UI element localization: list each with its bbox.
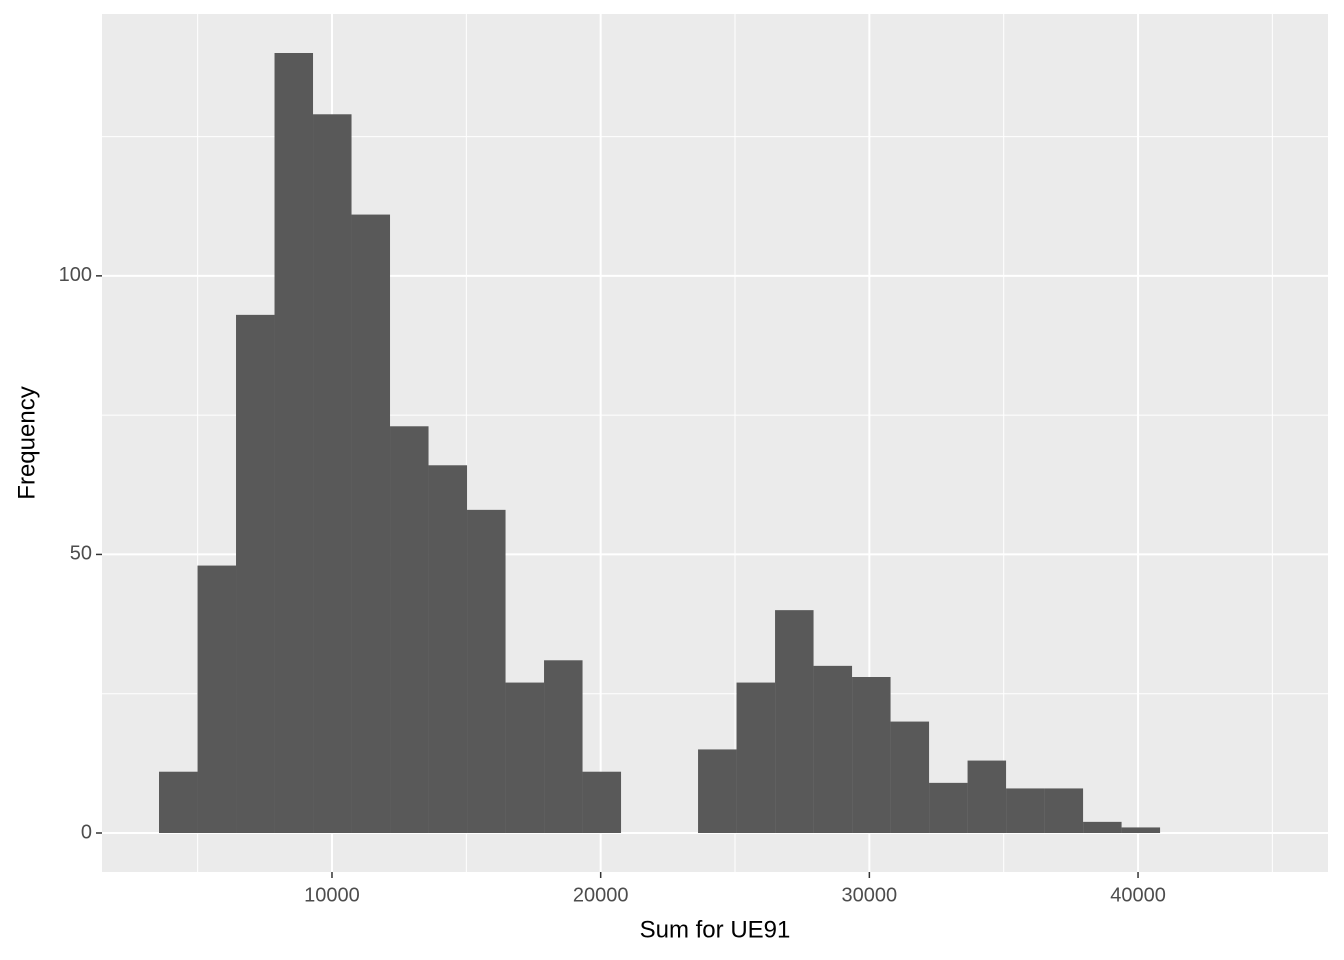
bar — [929, 782, 968, 833]
x-tick-label: 20000 — [573, 884, 629, 906]
bar — [890, 721, 930, 833]
bar — [852, 677, 891, 833]
bar — [505, 682, 545, 833]
bar — [467, 509, 506, 833]
bar — [1044, 788, 1084, 833]
bar — [582, 771, 622, 833]
bar — [698, 749, 737, 833]
x-axis-title: Sum for UE91 — [640, 916, 791, 943]
bar — [197, 565, 237, 833]
bar — [1083, 821, 1122, 833]
bar — [390, 426, 429, 833]
bar — [236, 314, 275, 833]
bar — [967, 760, 1007, 833]
bar — [428, 465, 468, 833]
bar — [1006, 788, 1045, 833]
bar — [544, 660, 583, 833]
bar — [1121, 827, 1161, 833]
x-tick-label: 10000 — [304, 884, 360, 906]
bar — [351, 214, 391, 834]
y-tick-label: 100 — [59, 264, 92, 286]
bar — [813, 665, 853, 833]
y-tick-label: 50 — [70, 543, 92, 565]
x-tick-label: 40000 — [1110, 884, 1166, 906]
x-tick-label: 30000 — [842, 884, 898, 906]
bar — [159, 771, 198, 833]
bar — [313, 114, 352, 834]
y-tick-label: 0 — [81, 821, 92, 843]
y-axis-title: Frequency — [13, 386, 40, 499]
bar — [775, 610, 814, 833]
bar — [274, 53, 314, 833]
bar — [736, 682, 776, 833]
